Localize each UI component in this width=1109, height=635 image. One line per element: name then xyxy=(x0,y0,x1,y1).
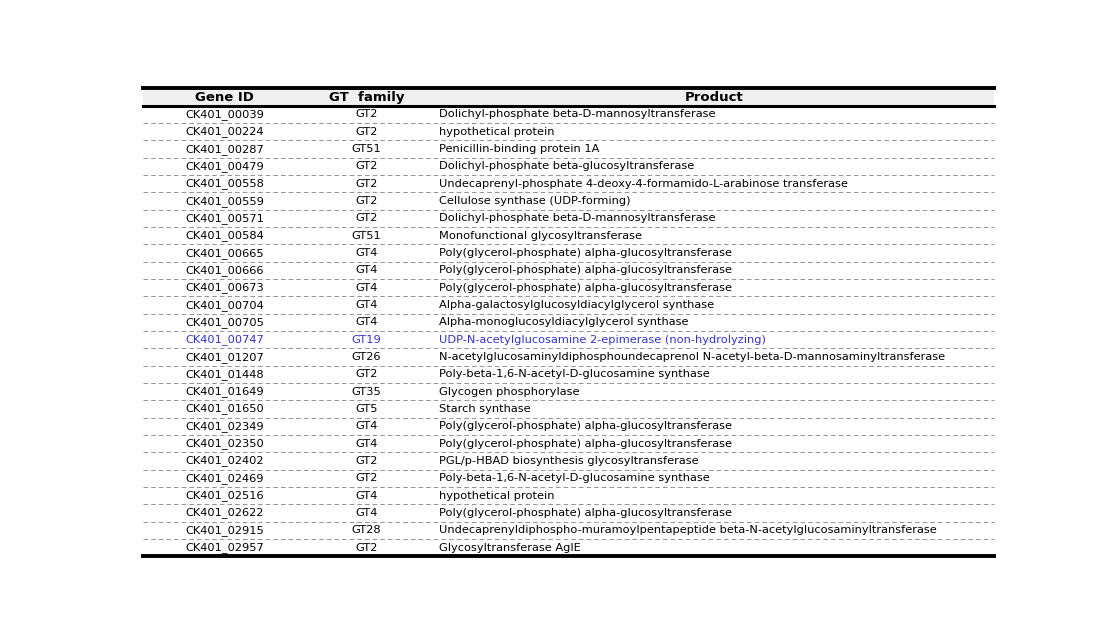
Text: GT4: GT4 xyxy=(355,318,377,328)
Text: CK401_00224: CK401_00224 xyxy=(185,126,264,137)
Text: CK401_00747: CK401_00747 xyxy=(185,334,264,345)
Text: Monofunctional glycosyltransferase: Monofunctional glycosyltransferase xyxy=(439,231,642,241)
Text: Starch synthase: Starch synthase xyxy=(439,404,531,414)
Text: Poly(glycerol-phosphate) alpha-glucosyltransferase: Poly(glycerol-phosphate) alpha-glucosylt… xyxy=(439,508,732,518)
Text: Cellulose synthase (UDP-forming): Cellulose synthase (UDP-forming) xyxy=(439,196,631,206)
Text: CK401_01207: CK401_01207 xyxy=(185,352,264,363)
Text: GT4: GT4 xyxy=(355,508,377,518)
Text: GT2: GT2 xyxy=(355,213,377,224)
Text: Undecaprenyldiphospho-muramoylpentapeptide beta-N-acetylglucosaminyltransferase: Undecaprenyldiphospho-muramoylpentapepti… xyxy=(439,525,937,535)
Text: GT4: GT4 xyxy=(355,422,377,431)
Text: CK401_02469: CK401_02469 xyxy=(185,473,264,484)
Text: GT19: GT19 xyxy=(352,335,381,345)
Text: CK401_00666: CK401_00666 xyxy=(185,265,264,276)
Text: GT51: GT51 xyxy=(352,144,381,154)
Text: CK401_02915: CK401_02915 xyxy=(185,525,264,536)
Text: GT35: GT35 xyxy=(352,387,381,397)
Text: GT2: GT2 xyxy=(355,109,377,119)
Bar xyxy=(143,88,994,106)
Text: CK401_01649: CK401_01649 xyxy=(185,386,264,397)
Text: Alpha-galactosylglucosyldiacylglycerol synthase: Alpha-galactosylglucosyldiacylglycerol s… xyxy=(439,300,714,310)
Text: CK401_01650: CK401_01650 xyxy=(185,404,264,415)
Text: Poly-beta-1,6-N-acetyl-D-glucosamine synthase: Poly-beta-1,6-N-acetyl-D-glucosamine syn… xyxy=(439,473,710,483)
Text: GT4: GT4 xyxy=(355,300,377,310)
Text: Poly(glycerol-phosphate) alpha-glucosyltransferase: Poly(glycerol-phosphate) alpha-glucosylt… xyxy=(439,422,732,431)
Text: CK401_00665: CK401_00665 xyxy=(185,248,264,258)
Text: Glycosyltransferase AglE: Glycosyltransferase AglE xyxy=(439,543,581,552)
Text: GT4: GT4 xyxy=(355,491,377,500)
Text: Dolichyl-phosphate beta-glucosyltransferase: Dolichyl-phosphate beta-glucosyltransfer… xyxy=(439,161,694,171)
Text: Gene ID: Gene ID xyxy=(195,91,254,104)
Text: GT28: GT28 xyxy=(352,525,381,535)
Text: CK401_00558: CK401_00558 xyxy=(185,178,264,189)
Text: CK401_00039: CK401_00039 xyxy=(185,109,264,120)
Text: hypothetical protein: hypothetical protein xyxy=(439,491,554,500)
Text: GT5: GT5 xyxy=(355,404,378,414)
Text: Poly(glycerol-phosphate) alpha-glucosyltransferase: Poly(glycerol-phosphate) alpha-glucosylt… xyxy=(439,265,732,276)
Text: Dolichyl-phosphate beta-D-mannosyltransferase: Dolichyl-phosphate beta-D-mannosyltransf… xyxy=(439,109,716,119)
Text: Penicillin-binding protein 1A: Penicillin-binding protein 1A xyxy=(439,144,600,154)
Text: CK401_02957: CK401_02957 xyxy=(185,542,264,553)
Text: Alpha-monoglucosyldiacylglycerol synthase: Alpha-monoglucosyldiacylglycerol synthas… xyxy=(439,318,689,328)
Text: CK401_00584: CK401_00584 xyxy=(185,231,264,241)
Text: Poly(glycerol-phosphate) alpha-glucosyltransferase: Poly(glycerol-phosphate) alpha-glucosylt… xyxy=(439,439,732,449)
Text: GT26: GT26 xyxy=(352,352,381,362)
Text: CK401_00479: CK401_00479 xyxy=(185,161,264,172)
Text: GT2: GT2 xyxy=(355,161,377,171)
Text: Poly(glycerol-phosphate) alpha-glucosyltransferase: Poly(glycerol-phosphate) alpha-glucosylt… xyxy=(439,248,732,258)
Text: GT2: GT2 xyxy=(355,370,377,379)
Text: CK401_00559: CK401_00559 xyxy=(185,196,264,206)
Text: GT2: GT2 xyxy=(355,127,377,137)
Text: CK401_02622: CK401_02622 xyxy=(185,507,264,518)
Text: UDP-N-acetylglucosamine 2-epimerase (non-hydrolyzing): UDP-N-acetylglucosamine 2-epimerase (non… xyxy=(439,335,766,345)
Text: CK401_00571: CK401_00571 xyxy=(185,213,264,224)
Text: GT4: GT4 xyxy=(355,248,377,258)
Text: Undecaprenyl-phosphate 4-deoxy-4-formamido-L-arabinose transferase: Undecaprenyl-phosphate 4-deoxy-4-formami… xyxy=(439,178,848,189)
Text: CK401_02402: CK401_02402 xyxy=(185,455,264,467)
Text: CK401_02516: CK401_02516 xyxy=(185,490,264,501)
Text: Glycogen phosphorylase: Glycogen phosphorylase xyxy=(439,387,580,397)
Text: CK401_01448: CK401_01448 xyxy=(185,369,264,380)
Text: GT2: GT2 xyxy=(355,473,377,483)
Text: GT51: GT51 xyxy=(352,231,381,241)
Text: GT4: GT4 xyxy=(355,265,377,276)
Text: PGL/p-HBAD biosynthesis glycosyltransferase: PGL/p-HBAD biosynthesis glycosyltransfer… xyxy=(439,456,699,466)
Text: Dolichyl-phosphate beta-D-mannosyltransferase: Dolichyl-phosphate beta-D-mannosyltransf… xyxy=(439,213,716,224)
Text: CK401_02350: CK401_02350 xyxy=(185,438,264,449)
Text: CK401_00673: CK401_00673 xyxy=(185,283,264,293)
Text: GT2: GT2 xyxy=(355,543,377,552)
Text: GT2: GT2 xyxy=(355,456,377,466)
Text: N-acetylglucosaminyldiphosphoundecaprenol N-acetyl-beta-D-mannosaminyltransferas: N-acetylglucosaminyldiphosphoundecapreno… xyxy=(439,352,946,362)
Text: GT2: GT2 xyxy=(355,196,377,206)
Text: GT4: GT4 xyxy=(355,439,377,449)
Text: hypothetical protein: hypothetical protein xyxy=(439,127,554,137)
Text: CK401_00704: CK401_00704 xyxy=(185,300,264,311)
Text: GT  family: GT family xyxy=(328,91,404,104)
Text: Product: Product xyxy=(685,91,744,104)
Text: GT2: GT2 xyxy=(355,178,377,189)
Text: Poly-beta-1,6-N-acetyl-D-glucosamine synthase: Poly-beta-1,6-N-acetyl-D-glucosamine syn… xyxy=(439,370,710,379)
Text: CK401_00287: CK401_00287 xyxy=(185,144,264,154)
Text: Poly(glycerol-phosphate) alpha-glucosyltransferase: Poly(glycerol-phosphate) alpha-glucosylt… xyxy=(439,283,732,293)
Text: GT4: GT4 xyxy=(355,283,377,293)
Text: CK401_02349: CK401_02349 xyxy=(185,421,264,432)
Text: CK401_00705: CK401_00705 xyxy=(185,317,264,328)
